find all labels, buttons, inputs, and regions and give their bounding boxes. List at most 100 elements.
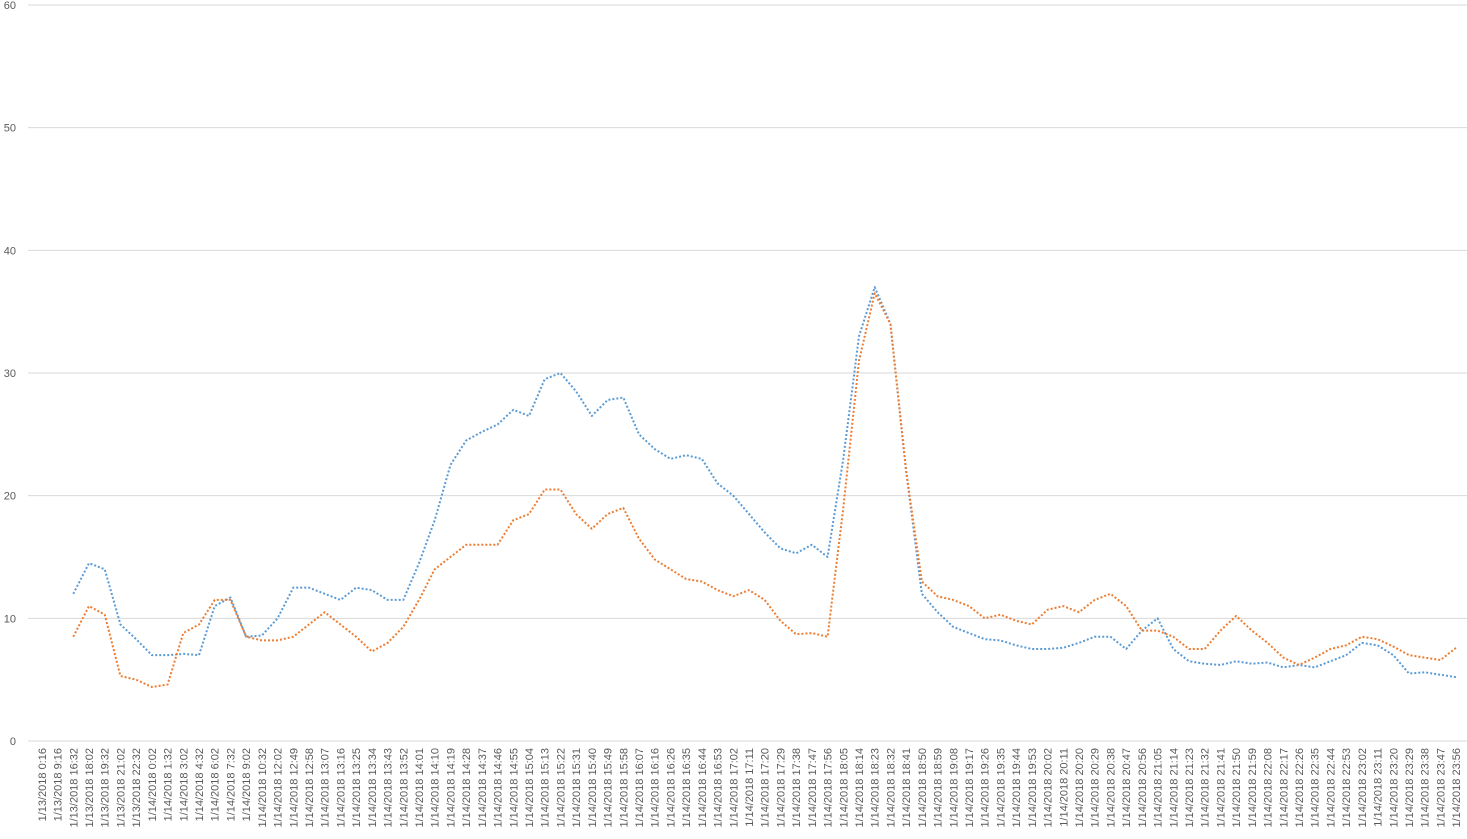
x-tick-label: 1/14/2018 16:53 <box>713 748 725 828</box>
x-tick-label: 1/14/2018 18:23 <box>870 748 882 828</box>
x-tick-label: 1/14/2018 18:59 <box>933 748 945 828</box>
x-tick-label: 1/14/2018 18:05 <box>838 748 850 828</box>
x-tick-label: 1/14/2018 23:20 <box>1388 748 1400 828</box>
x-tick-label: 1/14/2018 18:32 <box>885 748 897 828</box>
y-tick-label: 30 <box>4 368 16 380</box>
y-tick-label: 50 <box>4 123 16 135</box>
x-tick-label: 1/14/2018 20:56 <box>1137 748 1149 828</box>
x-tick-label: 1/14/2018 22:17 <box>1278 748 1290 828</box>
x-tick-label: 1/14/2018 14:28 <box>461 748 473 828</box>
x-tick-label: 1/14/2018 19:08 <box>948 748 960 828</box>
x-tick-label: 1/14/2018 22:44 <box>1325 748 1337 828</box>
x-tick-label: 1/14/2018 17:38 <box>791 748 803 828</box>
x-tick-label: 1/14/2018 15:04 <box>524 748 536 828</box>
x-tick-label: 1/14/2018 21:41 <box>1215 748 1227 828</box>
y-tick-label: 10 <box>4 613 16 625</box>
x-tick-label: 1/14/2018 4:32 <box>194 748 206 821</box>
x-tick-label: 1/14/2018 15:31 <box>571 748 583 828</box>
x-tick-label: 1/14/2018 15:49 <box>603 748 615 828</box>
x-tick-label: 1/14/2018 22:08 <box>1263 748 1275 828</box>
x-tick-label: 1/14/2018 7:32 <box>225 748 237 821</box>
x-tick-label: 1/14/2018 19:53 <box>1027 748 1039 828</box>
x-tick-label: 1/14/2018 14:19 <box>445 748 457 828</box>
x-tick-label: 1/14/2018 16:16 <box>650 748 662 828</box>
x-tick-label: 1/13/2018 9:16 <box>53 748 65 821</box>
x-tick-label: 1/13/2018 22:32 <box>131 748 143 828</box>
y-tick-label: 40 <box>4 245 16 257</box>
x-tick-label: 1/14/2018 17:29 <box>775 748 787 828</box>
x-tick-label: 1/14/2018 19:17 <box>964 748 976 828</box>
x-tick-label: 1/14/2018 3:02 <box>178 748 190 821</box>
x-tick-label: 1/14/2018 16:35 <box>681 748 693 828</box>
x-tick-label: 1/14/2018 9:02 <box>241 748 253 821</box>
x-tick-label: 1/14/2018 16:07 <box>634 748 646 828</box>
x-tick-label: 1/14/2018 12:58 <box>304 748 316 828</box>
x-tick-label: 1/14/2018 23:38 <box>1420 748 1432 828</box>
x-tick-label: 1/14/2018 23:11 <box>1373 748 1385 827</box>
x-tick-label: 1/14/2018 12:49 <box>288 748 300 828</box>
y-tick-label: 20 <box>4 491 16 503</box>
x-tick-label: 1/14/2018 20:38 <box>1105 748 1117 828</box>
x-tick-label: 1/14/2018 13:16 <box>335 748 347 828</box>
x-tick-label: 1/14/2018 23:56 <box>1451 748 1463 828</box>
x-tick-label: 1/13/2018 19:32 <box>100 748 112 828</box>
x-tick-label: 1/14/2018 20:11 <box>1058 748 1070 827</box>
x-tick-label: 1/14/2018 20:47 <box>1121 748 1133 828</box>
x-tick-label: 1/14/2018 19:35 <box>995 748 1007 828</box>
x-tick-label: 1/14/2018 21:14 <box>1168 748 1180 828</box>
y-tick-label: 0 <box>10 736 16 748</box>
x-tick-label: 1/14/2018 21:50 <box>1231 748 1243 828</box>
x-tick-label: 1/14/2018 21:23 <box>1184 748 1196 828</box>
x-tick-label: 1/14/2018 1:32 <box>163 748 175 821</box>
x-tick-label: 1/14/2018 15:58 <box>618 748 630 828</box>
x-tick-label: 1/14/2018 23:29 <box>1404 748 1416 828</box>
x-tick-label: 1/14/2018 21:05 <box>1153 748 1165 828</box>
x-tick-label: 1/14/2018 20:20 <box>1074 748 1086 828</box>
x-tick-label: 1/14/2018 14:55 <box>508 748 520 828</box>
series-line <box>72 292 1457 689</box>
series-line <box>72 286 1457 679</box>
x-tick-label: 1/13/2018 21:02 <box>115 748 127 828</box>
x-tick-label: 1/14/2018 17:56 <box>823 748 835 828</box>
x-tick-label: 1/14/2018 22:26 <box>1294 748 1306 828</box>
x-tick-label: 1/14/2018 10:32 <box>257 748 269 828</box>
x-tick-label: 1/14/2018 22:53 <box>1341 748 1353 828</box>
x-tick-label: 1/14/2018 20:02 <box>1043 748 1055 828</box>
x-tick-label: 1/14/2018 17:02 <box>728 748 740 828</box>
x-tick-label: 1/14/2018 15:13 <box>540 748 552 828</box>
x-tick-label: 1/13/2018 18:02 <box>84 748 96 828</box>
x-tick-label: 1/14/2018 6:02 <box>210 748 222 821</box>
x-tick-label: 1/14/2018 13:43 <box>383 748 395 828</box>
x-tick-label: 1/14/2018 14:10 <box>430 748 442 828</box>
x-tick-label: 1/14/2018 14:37 <box>477 748 489 828</box>
x-tick-label: 1/14/2018 13:52 <box>398 748 410 828</box>
x-tick-label: 1/14/2018 19:44 <box>1011 748 1023 828</box>
x-tick-label: 1/14/2018 13:25 <box>351 748 363 828</box>
x-tick-label: 1/14/2018 15:40 <box>587 748 599 828</box>
x-tick-label: 1/14/2018 17:11 <box>744 748 756 827</box>
x-tick-label: 1/13/2018 0:16 <box>37 748 49 821</box>
x-tick-label: 1/14/2018 14:01 <box>414 748 426 828</box>
x-tick-label: 1/14/2018 16:44 <box>697 748 709 828</box>
x-tick-label: 1/14/2018 14:46 <box>493 748 505 828</box>
x-tick-label: 1/14/2018 21:59 <box>1247 748 1259 828</box>
x-tick-label: 1/14/2018 15:22 <box>555 748 567 828</box>
x-tick-label: 1/14/2018 13:34 <box>367 748 379 828</box>
x-tick-label: 1/14/2018 22:35 <box>1310 748 1322 828</box>
x-tick-label: 1/14/2018 23:02 <box>1357 748 1369 828</box>
x-tick-label: 1/14/2018 16:26 <box>665 748 677 828</box>
x-tick-label: 1/14/2018 19:26 <box>980 748 992 828</box>
x-tick-label: 1/14/2018 17:20 <box>760 748 772 828</box>
x-tick-label: 1/14/2018 17:47 <box>807 748 819 828</box>
x-tick-label: 1/13/2018 16:32 <box>68 748 80 828</box>
x-tick-label: 1/14/2018 12:02 <box>273 748 285 828</box>
x-tick-label: 1/14/2018 18:50 <box>917 748 929 828</box>
x-tick-label: 1/14/2018 21:32 <box>1200 748 1212 828</box>
x-tick-label: 1/14/2018 0:02 <box>147 748 159 821</box>
x-tick-label: 1/14/2018 20:29 <box>1090 748 1102 828</box>
y-tick-label: 60 <box>4 0 16 12</box>
x-tick-label: 1/14/2018 23:47 <box>1435 748 1447 828</box>
x-tick-label: 1/14/2018 13:07 <box>320 748 332 828</box>
